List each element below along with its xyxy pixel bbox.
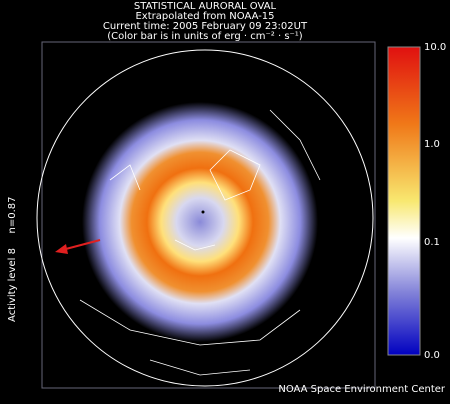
color-bar [387, 46, 421, 356]
title-line: STATISTICAL AURORAL OVAL [134, 1, 277, 12]
title-line: Current time: 2005 February 09 23:02UT [103, 21, 308, 32]
credit: NOAA Space Environment Center [278, 384, 446, 395]
globe-outline [36, 49, 374, 387]
auroral-oval [82, 102, 318, 342]
color-bar-label: 0.1 [424, 237, 440, 248]
fit-label: n=0.87 [7, 197, 18, 234]
color-bar-label: 1.0 [424, 139, 440, 150]
color-bar-label: 10.0 [424, 42, 446, 53]
sun-arrow-head [55, 244, 68, 254]
pole-marker [201, 210, 205, 214]
color-bar-label: 0.0 [424, 350, 440, 361]
sun-arrow [61, 239, 101, 251]
oval-layer [79, 102, 321, 376]
title-line: Extrapolated from NOAA-15 [135, 11, 274, 22]
title-line: (Color bar is in units of erg · cm⁻² · s… [107, 31, 303, 42]
map-frame [41, 41, 376, 389]
coastlines [79, 109, 321, 376]
activity-label: Activity level 8 [7, 248, 18, 322]
